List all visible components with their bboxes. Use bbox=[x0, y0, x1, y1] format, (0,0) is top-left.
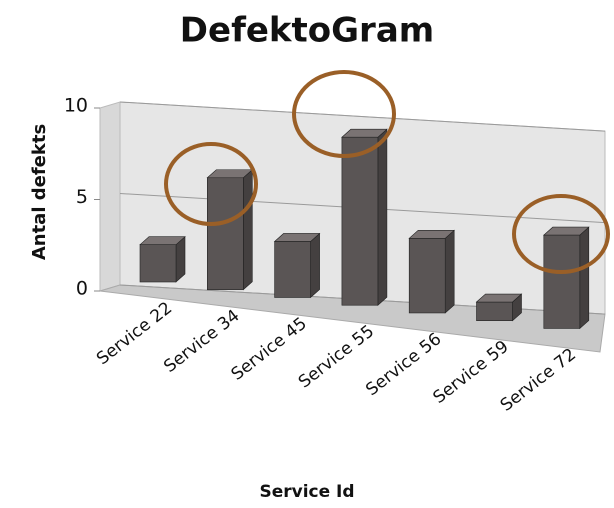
bar-top bbox=[139, 236, 186, 245]
bar-front bbox=[207, 177, 244, 291]
y-tick-label: 0 bbox=[76, 278, 88, 300]
bar-side bbox=[377, 128, 388, 306]
bar-side bbox=[579, 226, 590, 330]
bar-top bbox=[408, 229, 455, 239]
bar bbox=[475, 293, 523, 322]
highlight-circle bbox=[512, 194, 610, 274]
highlight-circle bbox=[292, 70, 396, 158]
bar bbox=[341, 128, 388, 306]
annotations bbox=[164, 70, 610, 274]
bar-front bbox=[543, 234, 581, 329]
bar-front bbox=[408, 237, 446, 314]
grid-line bbox=[119, 101, 606, 132]
y-tick-label: 5 bbox=[76, 186, 88, 208]
y-tick-label: 10 bbox=[64, 95, 88, 117]
bar bbox=[408, 229, 455, 314]
bar bbox=[273, 232, 321, 299]
y-axis-title: Antal defekts bbox=[29, 124, 50, 260]
bar-front bbox=[476, 301, 513, 321]
bar-side bbox=[310, 232, 320, 299]
bar-top bbox=[475, 293, 523, 303]
bar bbox=[139, 235, 186, 283]
chart-title: DefektoGram bbox=[180, 11, 434, 51]
bar-side bbox=[243, 169, 253, 291]
bar bbox=[206, 169, 254, 291]
bar bbox=[543, 226, 590, 330]
x-axis-title: Service Id bbox=[259, 482, 354, 502]
bar-top bbox=[341, 128, 388, 138]
bar-front bbox=[341, 136, 379, 306]
bar-front bbox=[139, 244, 177, 283]
highlight-circle bbox=[164, 142, 258, 226]
bar-top bbox=[273, 233, 321, 242]
bar-side bbox=[444, 229, 455, 314]
bar-front bbox=[274, 241, 311, 298]
x-tick-label: Service 72 bbox=[497, 345, 580, 416]
bar-top bbox=[543, 226, 590, 236]
side-wall bbox=[99, 101, 121, 292]
